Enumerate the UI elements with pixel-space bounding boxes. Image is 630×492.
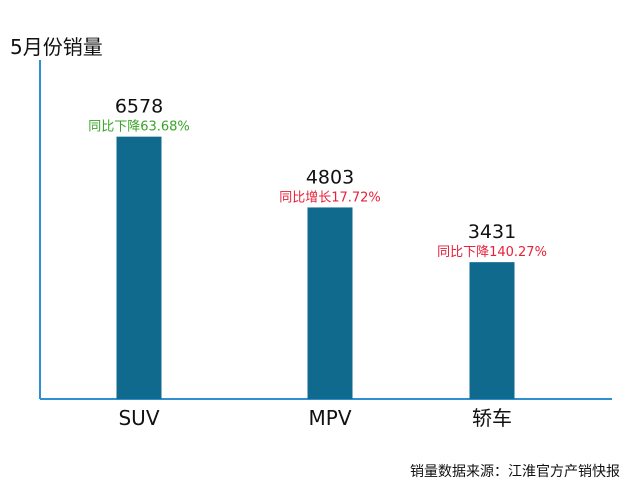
bar-value-label: 3431	[468, 221, 516, 243]
bar--	[469, 262, 515, 399]
bar-mpv	[307, 207, 353, 399]
bar-value-label: 6578	[115, 96, 163, 118]
bar-value-label: 4803	[306, 166, 354, 188]
bar-labels: 6578 同比下降63.68% SUV 4803 同比增长17.72% MPV 3431 同比…	[88, 96, 547, 430]
yoy-change-label: 同比下降140.27%	[437, 245, 547, 260]
chart-title: 5月份销量	[10, 35, 103, 59]
x-tick-label: MPV	[309, 406, 352, 430]
yoy-change-label: 同比下降63.68%	[88, 120, 190, 135]
yoy-change-label: 同比增长17.72%	[279, 190, 381, 205]
bar-series	[116, 136, 515, 400]
bar-suv	[116, 136, 162, 400]
x-tick-label: 轿车	[472, 406, 512, 430]
x-tick-label: SUV	[118, 406, 159, 430]
data-source-note: 销量数据来源：江淮官方产销快报	[410, 464, 620, 480]
